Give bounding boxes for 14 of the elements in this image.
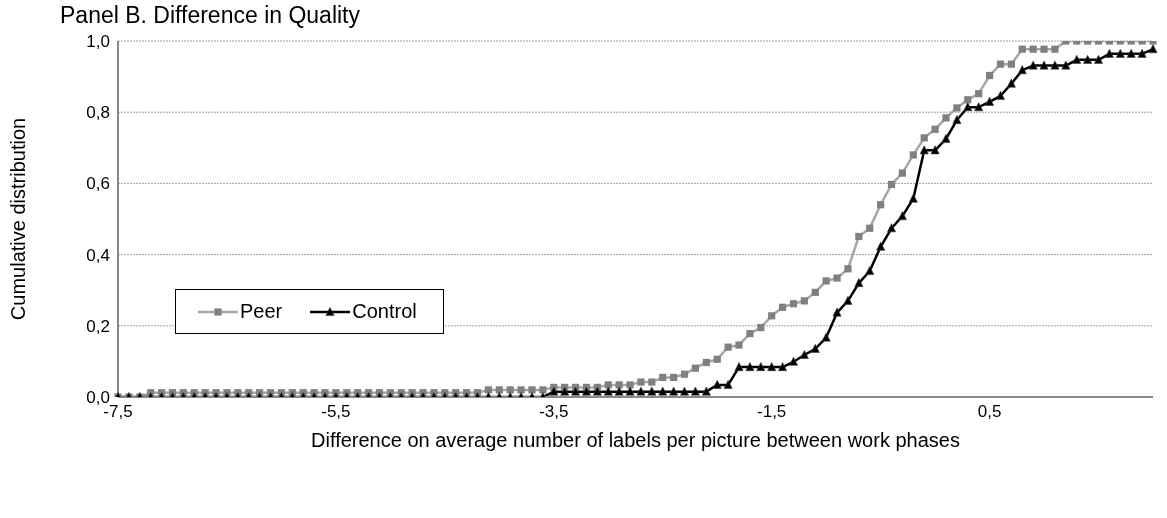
x-tick-label: -1,5 xyxy=(757,402,787,422)
x-tick-label: -5,5 xyxy=(321,402,351,422)
y-tick-label: 0,8 xyxy=(86,103,110,123)
legend-label: Control xyxy=(352,300,417,323)
y-tick-label: 0,2 xyxy=(86,316,110,336)
x-axis-title: Difference on average number of labels per picture between work phases xyxy=(311,429,960,451)
x-tick-label: -3,5 xyxy=(539,402,569,422)
legend-label: Peer xyxy=(240,300,283,323)
y-tick-label: 1,0 xyxy=(86,32,110,52)
chart-title: Panel B. Difference in Quality xyxy=(60,2,361,29)
y-tick-label: 0,4 xyxy=(86,245,110,265)
x-tick-label: 0,5 xyxy=(977,402,1002,422)
y-axis-title: Cumulative distribution xyxy=(7,117,30,321)
y-tick-label: 0,6 xyxy=(86,174,110,194)
